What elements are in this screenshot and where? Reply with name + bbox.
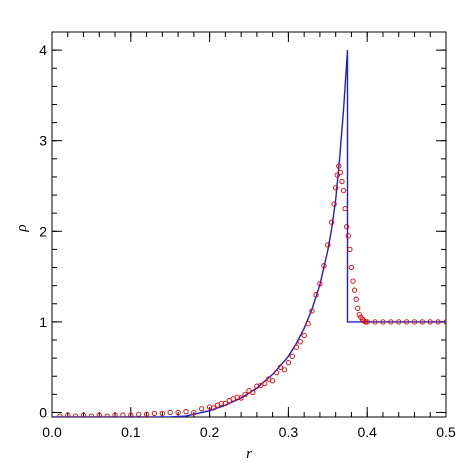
y-tick-labels: 0 1 2 3 4: [39, 42, 47, 420]
data-point: [262, 380, 268, 387]
data-point: [356, 311, 362, 318]
data-point: [222, 400, 229, 407]
data-point: [175, 409, 181, 416]
data-point: [151, 410, 158, 417]
data-point: [364, 319, 370, 325]
data-point: [281, 367, 288, 373]
data-point: [351, 287, 358, 293]
y-tick-label: 2: [39, 223, 47, 239]
data-point: [128, 412, 134, 417]
data-point: [183, 408, 189, 415]
data-point: [388, 319, 394, 325]
x-tick-label: 0.5: [436, 424, 456, 440]
data-point: [321, 263, 327, 269]
data-point: [72, 413, 79, 417]
y-tick-label: 3: [39, 133, 47, 149]
data-point: [333, 185, 339, 191]
y-tick-label: 1: [39, 314, 47, 330]
data-point: [297, 339, 303, 345]
data-point: [191, 409, 197, 416]
data-point: [309, 308, 315, 314]
data-point: [112, 412, 118, 417]
data-point: [65, 412, 71, 417]
data-point: [380, 319, 386, 325]
data-point: [411, 319, 418, 325]
data-point: [136, 411, 142, 417]
data-point: [143, 411, 150, 417]
data-point: [348, 264, 355, 271]
data-point: [419, 319, 426, 325]
data-point: [339, 178, 345, 185]
data-point: [88, 413, 95, 417]
data-point: [293, 344, 299, 350]
data-marks: [52, 50, 446, 417]
data-point: [342, 205, 348, 212]
data-point: [159, 410, 165, 417]
data-point: [104, 413, 110, 417]
data-point: [242, 391, 248, 398]
x-tick-label: 0.1: [121, 424, 141, 440]
data-point: [345, 233, 351, 239]
data-point: [331, 201, 337, 207]
x-tick-label: 0.3: [279, 424, 299, 440]
x-tick-label: 0.2: [200, 424, 220, 440]
data-point: [329, 219, 335, 225]
y-tick-label: 0: [39, 404, 47, 420]
data-point: [273, 369, 280, 376]
data-point: [167, 409, 173, 416]
x-tick-label: 0.0: [42, 424, 62, 440]
data-point: [57, 413, 63, 417]
data-point: [317, 281, 323, 287]
data-point: [210, 405, 217, 411]
data-point: [325, 242, 331, 248]
data-point: [250, 389, 256, 396]
data-point: [435, 319, 441, 325]
data-point: [362, 319, 369, 325]
data-point: [340, 187, 347, 194]
data-point: [396, 319, 402, 325]
x-tick-labels: 0.0 0.1 0.2 0.3 0.4 0.5: [42, 424, 456, 440]
data-point: [80, 412, 87, 417]
data-point: [269, 378, 276, 384]
y-axis-label: ρ: [14, 224, 30, 232]
y-tick-label: 4: [39, 42, 47, 58]
data-point: [337, 169, 344, 176]
data-point: [120, 412, 126, 417]
x-tick-label: 0.4: [357, 424, 377, 440]
data-point: [305, 321, 311, 327]
data-point: [289, 353, 295, 359]
data-point: [344, 224, 350, 230]
data-point: [355, 305, 361, 311]
data-point: [350, 278, 356, 284]
data-point: [403, 319, 410, 325]
data-point: [96, 412, 102, 417]
data-point: [372, 319, 378, 325]
data-point: [334, 172, 340, 178]
data-point: [301, 332, 307, 339]
series-line: [52, 50, 446, 417]
data-point: [238, 395, 244, 401]
data-point: [347, 246, 353, 253]
data-point: [277, 364, 284, 370]
data-point: [353, 296, 359, 302]
plot-frame: [51, 31, 447, 418]
data-point: [443, 319, 446, 325]
data-point: [199, 406, 205, 412]
data-point: [313, 292, 319, 298]
ticks: [51, 31, 447, 417]
x-axis-label: r: [246, 446, 252, 462]
data-point: [336, 163, 342, 169]
data-point: [285, 359, 292, 366]
data-point: [427, 319, 433, 325]
